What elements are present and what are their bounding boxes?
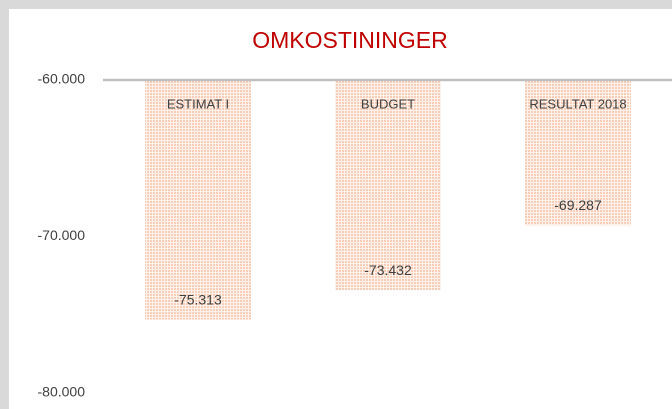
value-label: -73.432: [364, 262, 412, 278]
y-tick-label: -60.000: [38, 71, 86, 87]
bar: [335, 80, 441, 291]
chart-title: OMKOSTININGER: [252, 27, 448, 53]
value-label: -75.313: [174, 291, 222, 307]
y-tick-label: -80.000: [38, 384, 86, 400]
bar: [525, 80, 631, 226]
category-label: BUDGET: [361, 96, 415, 111]
category-label: RESULTAT 2018: [529, 96, 626, 111]
value-label: -69.287: [554, 197, 602, 213]
bar: [145, 80, 251, 320]
y-tick-label: -70.000: [38, 227, 86, 243]
category-label: ESTIMAT I: [167, 96, 229, 111]
